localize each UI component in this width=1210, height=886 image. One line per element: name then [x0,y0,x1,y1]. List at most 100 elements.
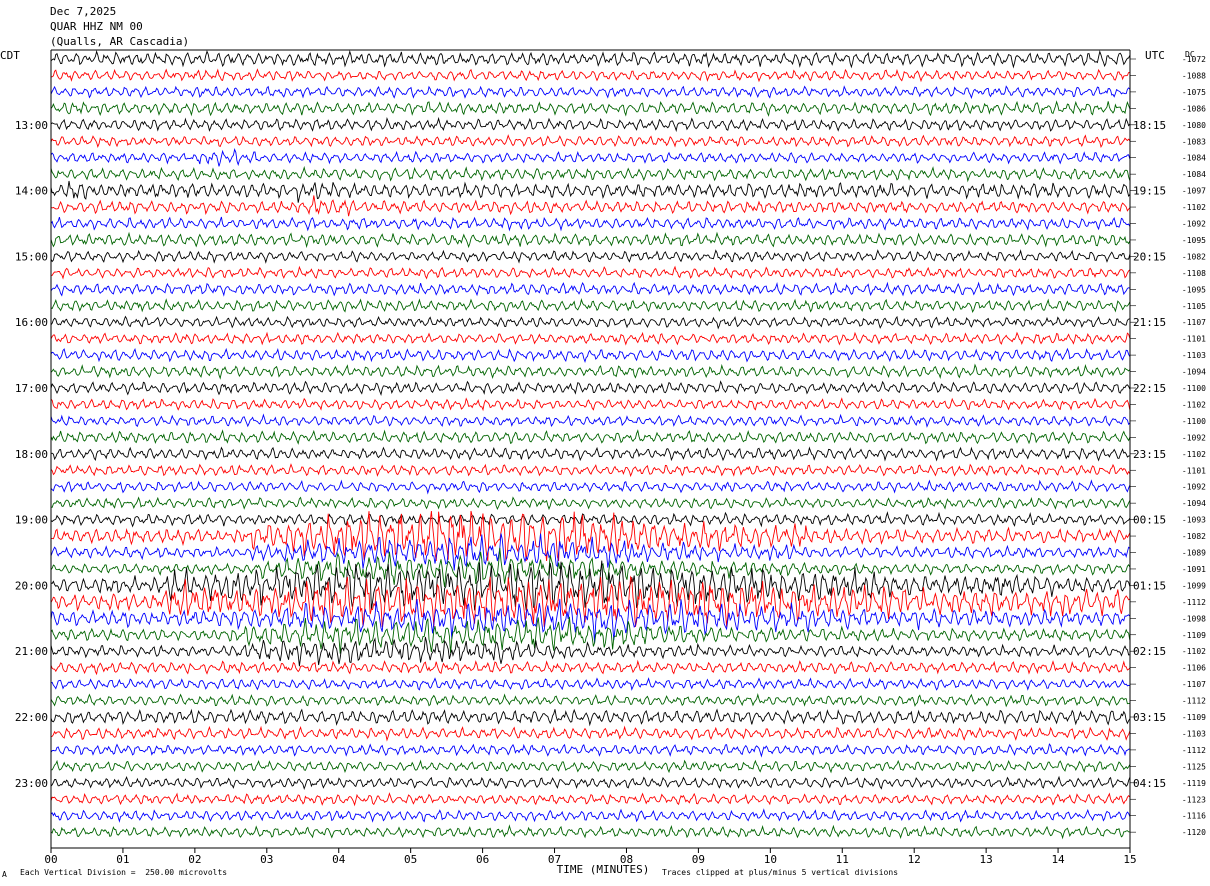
x-axis-label: TIME (MINUTES) [557,863,650,876]
x-tick-label: 01 [116,853,129,866]
trace-line [50,511,1131,528]
left-timezone-label: CDT [0,49,20,62]
trace-line [50,598,1131,644]
dc-offset-label: -1101 [1182,466,1206,475]
dc-offset-label: -1086 [1182,104,1206,113]
dc-offset-label: -1120 [1182,828,1206,837]
trace-line [50,315,1130,330]
hour-label-cdt: 15:00 [15,250,48,263]
trace-line [50,413,1131,428]
trace-line [50,792,1131,807]
trace-line [50,331,1131,346]
dc-offset-label: -1080 [1182,121,1206,130]
trace-line [50,479,1131,495]
clip-note: Traces clipped at plus/minus 5 vertical … [662,868,899,877]
trace-line [50,148,1131,167]
dc-offset-label: -1103 [1182,729,1206,738]
hour-label-cdt: 21:00 [15,645,48,658]
dc-offset-label: -1102 [1182,203,1206,212]
dc-offset-label: -1093 [1182,516,1206,525]
x-tick-label: 05 [404,853,417,866]
dc-offset-label: -1097 [1182,187,1206,196]
dc-offset-label: -1123 [1182,795,1206,804]
dc-offset-label: -1091 [1182,565,1206,574]
scale-note: Each Vertical Division = 250.00 microvol… [20,868,228,877]
dc-offset-label: -1099 [1182,581,1206,590]
trace-line [50,725,1131,742]
trace-line [50,100,1131,117]
chart-date: Dec 7,2025 [50,5,117,18]
x-tick-label: 08 [620,853,633,866]
hour-label-cdt: 16:00 [15,316,48,329]
dc-offset-label: -1094 [1182,368,1206,377]
dc-offset-label: -1116 [1182,812,1206,821]
hour-label-utc: 18:15 [1133,119,1166,132]
hour-label-cdt: 14:00 [15,185,48,198]
trace-line [50,380,1131,397]
x-tick-label: 07 [548,853,561,866]
trace-line [51,510,1131,562]
trace-line [50,496,1131,511]
chart-station: QUAR HHZ NM 00 [50,20,143,33]
dc-offset-label: -1103 [1182,351,1206,360]
trace-line [50,616,1131,654]
dc-offset-label: -1112 [1182,598,1206,607]
dc-offset-label: -1109 [1182,631,1206,640]
hour-label-cdt: 19:00 [15,514,48,527]
x-tick-label: 13 [980,853,993,866]
hour-label-utc: 04:15 [1133,777,1166,790]
x-tick-label: 10 [764,853,777,866]
trace-line [50,636,1130,667]
dc-offset-label: -1100 [1182,384,1206,393]
trace-line [50,195,1131,217]
hour-label-cdt: 20:00 [15,579,48,592]
x-tick-label: 06 [476,853,489,866]
dc-offset-label: -1095 [1182,236,1206,245]
x-tick-label: 00 [44,853,57,866]
trace-line [50,165,1131,183]
dc-offset-label: -1107 [1182,318,1206,327]
hour-label-utc: 03:15 [1133,711,1166,724]
hour-label-cdt: 18:00 [15,448,48,461]
dc-offset-label: -1082 [1182,252,1206,261]
dc-offset-label: -1100 [1182,417,1206,426]
corner-mark: A [2,870,7,879]
hour-label-utc: 23:15 [1133,448,1166,461]
dc-offset-label: -1084 [1182,170,1206,179]
trace-line [50,743,1130,758]
dc-offset-label: -1102 [1182,400,1206,409]
hour-label-utc: 00:15 [1133,514,1166,527]
trace-line [50,708,1131,727]
dc-offset-label: -1075 [1182,88,1206,97]
dc-offset-label: -1102 [1182,450,1206,459]
trace-line [50,298,1131,313]
trace-line [50,533,1131,571]
hour-label-utc: 19:15 [1133,185,1166,198]
dc-offset-label: -1092 [1182,433,1206,442]
trace-line [50,808,1131,823]
dc-offset-label: -1107 [1182,680,1206,689]
hour-label-cdt: 23:00 [15,777,48,790]
trace-line [50,463,1131,478]
hour-label-cdt: 22:00 [15,711,48,724]
dc-offset-label: -1089 [1182,549,1206,558]
trace-line [50,446,1130,462]
x-tick-label: 09 [692,853,705,866]
dc-offset-label: -1092 [1182,483,1206,492]
hour-label-utc: 20:15 [1133,250,1166,263]
x-tick-label: 14 [1051,853,1065,866]
trace-line [50,429,1131,445]
dc-offset-label: -1083 [1182,137,1206,146]
x-tick-label: 03 [260,853,273,866]
trace-line [50,824,1130,840]
trace-line [50,363,1131,380]
dc-offset-label: -1072 [1182,55,1206,64]
trace-line [50,265,1131,280]
trace-line [50,547,1131,588]
trace-line [50,85,1131,100]
hour-label-utc: 22:15 [1133,382,1166,395]
hour-label-cdt: 13:00 [15,119,48,132]
trace-line [50,116,1131,133]
trace-line [50,575,1131,627]
